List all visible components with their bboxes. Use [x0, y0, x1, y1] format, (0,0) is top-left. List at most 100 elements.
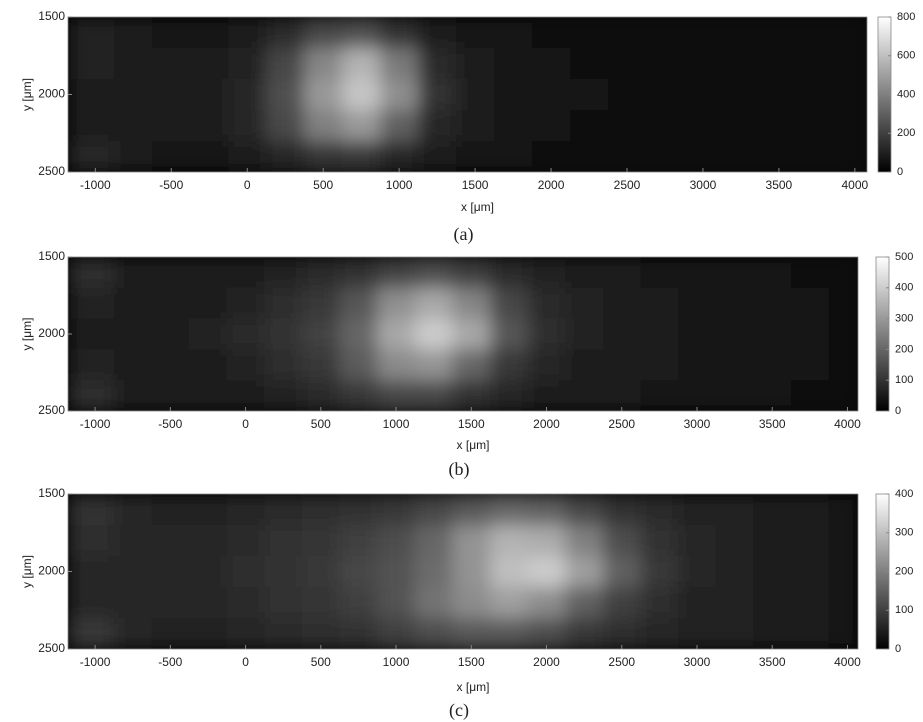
- heatmap-cell: [678, 257, 717, 289]
- colorbar: [875, 256, 890, 412]
- heatmap-cell: [301, 287, 341, 320]
- heatmap-cell: [418, 17, 457, 49]
- heatmap-cell: [602, 349, 642, 381]
- x-tick-label: 3500: [766, 178, 793, 192]
- y-tick-label: 2500: [38, 403, 65, 417]
- heatmap-cell: [640, 380, 679, 411]
- heatmap-cell: [828, 618, 858, 649]
- heatmap-cell: [678, 525, 717, 557]
- heatmap-cell: [490, 380, 529, 411]
- x-tick-label: 3500: [759, 417, 786, 431]
- heatmap-cell: [68, 618, 115, 649]
- y-axis-label: y [μm]: [20, 318, 34, 351]
- heatmap-cell: [266, 17, 305, 49]
- x-tick-label: 500: [311, 417, 331, 431]
- heatmap-cell: [678, 618, 717, 649]
- heatmap-cell: [565, 318, 604, 350]
- heatmap-cell: [715, 287, 755, 320]
- heatmap-cell: [791, 380, 830, 411]
- heatmap-cell: [527, 287, 566, 320]
- heatmap-cell: [640, 318, 679, 350]
- heatmap-cell: [570, 141, 609, 172]
- heatmap-cell: [456, 48, 495, 80]
- heatmap-cell: [645, 17, 685, 49]
- heatmap-cell: [113, 556, 153, 588]
- colorbar-tick-label: 600: [897, 50, 915, 62]
- heatmap-cell: [645, 79, 685, 111]
- heatmap-cell: [683, 141, 723, 172]
- heatmap-cell: [189, 287, 228, 320]
- heatmap-cell: [68, 494, 115, 526]
- heatmap-cell: [721, 110, 761, 142]
- heatmap-cell: [418, 79, 457, 111]
- x-axis-label: x [μm]: [457, 438, 490, 452]
- y-tick-label: 1500: [38, 9, 65, 23]
- heatmap-cell: [835, 141, 867, 172]
- heatmap-cell: [828, 494, 858, 526]
- heatmap-cell: [456, 79, 495, 111]
- heatmap-cell: [414, 556, 454, 588]
- heatmap-cell: [797, 79, 837, 111]
- heatmap-cell: [226, 525, 265, 557]
- heatmap-cell: [152, 110, 191, 142]
- heatmap-cell: [152, 141, 191, 172]
- heatmap-cell: [678, 349, 717, 381]
- heatmap-cell: [414, 618, 454, 649]
- heatmap-cell: [565, 525, 604, 557]
- heatmap-cell: [377, 349, 416, 381]
- heatmap-cell: [228, 141, 267, 172]
- heatmap-cell: [494, 110, 533, 142]
- heatmap-cell: [152, 17, 191, 49]
- heatmap-cell: [759, 110, 799, 142]
- x-tick-label: 3000: [684, 417, 711, 431]
- heatmap-cell: [339, 318, 378, 350]
- heatmap-cell: [228, 79, 267, 111]
- heatmap-cell: [608, 79, 647, 111]
- heatmap-cell: [456, 17, 495, 49]
- colorbar-tick-label: 200: [897, 127, 915, 139]
- heatmap-cell: [645, 141, 685, 172]
- heatmap-cell: [301, 257, 341, 289]
- heatmap-cell: [791, 618, 830, 649]
- heatmap-cell: [264, 349, 303, 381]
- heatmap-cell: [113, 525, 153, 557]
- heatmap-cell: [452, 257, 491, 289]
- heatmap-cell: [68, 349, 115, 381]
- heatmap-cell: [226, 618, 265, 649]
- heatmap-cell: [226, 287, 265, 320]
- heatmap-cell: [683, 110, 723, 142]
- y-tick-label: 1500: [38, 249, 65, 263]
- heatmap-cell: [683, 48, 723, 80]
- heatmap-cell: [377, 287, 416, 320]
- heatmap-cell: [494, 17, 533, 49]
- x-tick-label: -1000: [80, 655, 111, 669]
- heatmap-cell: [678, 587, 717, 619]
- x-tick-label: 1000: [383, 417, 410, 431]
- heatmap-cell: [532, 110, 571, 142]
- colorbar-tick-label: 0: [895, 643, 901, 655]
- heatmap-cell: [113, 318, 153, 350]
- heatmap-cell: [715, 587, 755, 619]
- heatmap-cell: [452, 380, 491, 411]
- heatmap-cell: [190, 110, 229, 142]
- heatmap-cell: [828, 287, 858, 320]
- heatmap-cell: [640, 257, 679, 289]
- heatmap-cell: [377, 556, 416, 588]
- heatmap-cell: [753, 618, 792, 649]
- heatmap-cell: [414, 349, 454, 381]
- y-tick-label: 2000: [38, 564, 65, 578]
- heatmap-cell: [791, 556, 830, 588]
- heatmap-cell: [753, 380, 792, 411]
- heatmap-cell: [490, 318, 529, 350]
- x-axis-label: x [μm]: [457, 680, 490, 694]
- heatmap-cell: [113, 287, 153, 320]
- x-tick-label: 1000: [386, 178, 413, 192]
- heatmap-cell: [452, 287, 491, 320]
- heatmap-cell: [715, 556, 755, 588]
- heatmap-cell: [266, 110, 305, 142]
- heatmap-cell: [456, 141, 495, 172]
- heatmap-cell: [640, 349, 679, 381]
- colorbar-tick-label: 0: [897, 166, 903, 178]
- y-tick-label: 2000: [38, 326, 65, 340]
- heatmap-cell: [414, 494, 454, 526]
